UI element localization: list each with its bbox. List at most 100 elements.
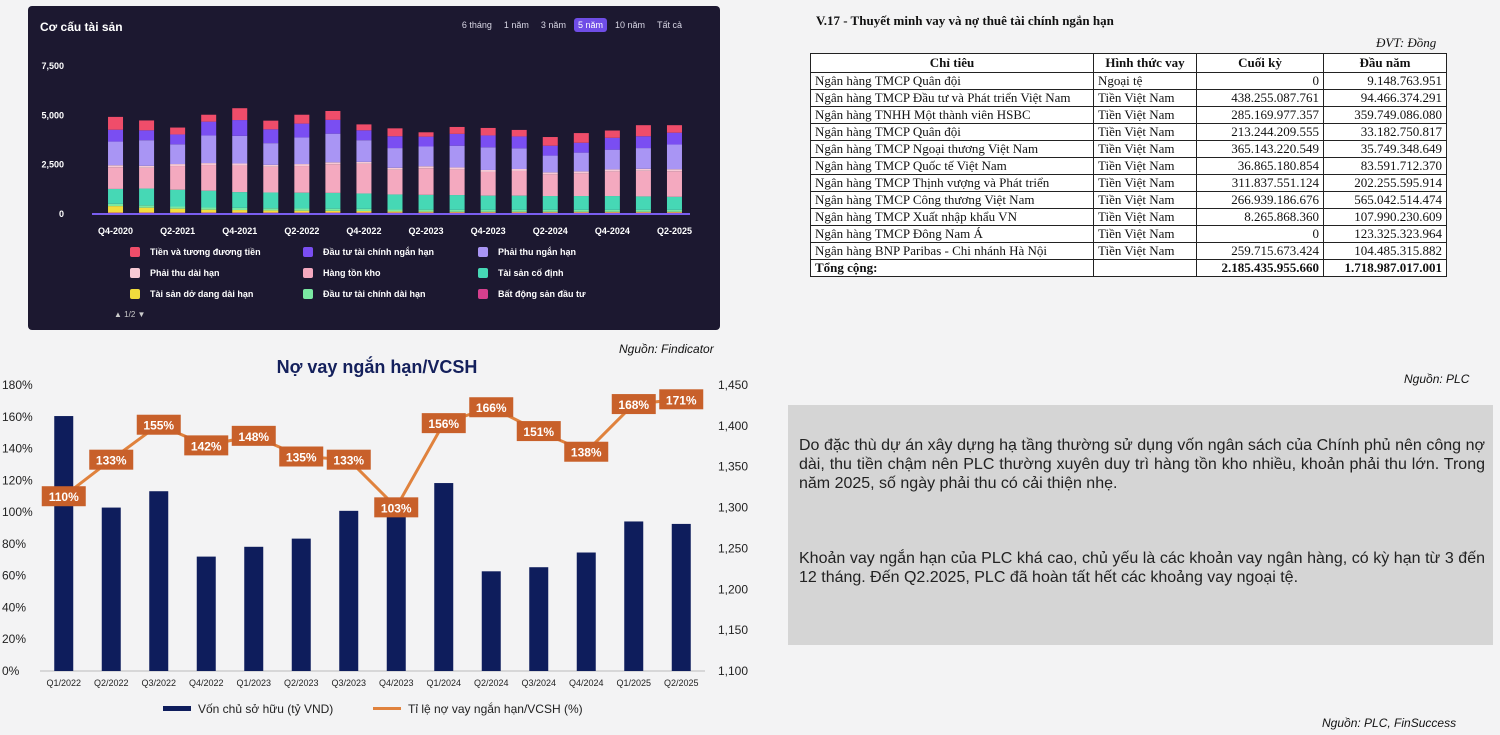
loan-table-unit: ĐVT: Đồng [1376,35,1437,50]
legend-pager[interactable]: ▲ 1/2 ▼ [114,310,146,319]
period-tab[interactable]: 5 năm [573,18,607,32]
y-tick-label: 5,000 [41,110,64,120]
asset-bar-segment [170,212,186,214]
asset-bar-segment [666,171,682,197]
table-row: Ngân hàng TMCP Quân đội Tiền Việt Nam 213.… [810,123,1447,141]
x-tick-label: Q4-2021 [222,226,257,236]
equity-bar [481,571,501,671]
asset-bar-segment [139,212,155,214]
table-cell: Tiền Việt Nam [1093,242,1197,260]
asset-bar-segment [356,193,372,209]
x-tick-label: Q2/2022 [94,678,129,688]
asset-bar-segment [666,212,682,214]
asset-bar-segment [387,209,403,212]
legend-label: Hàng tồn kho [323,268,381,278]
legend-item[interactable]: Hàng tồn kho [303,268,381,278]
asset-bar-segment [201,207,217,210]
asset-bar-segment [108,188,124,204]
asset-bar-segment [263,166,279,193]
asset-bar-segment [666,144,682,170]
period-tab[interactable]: 1 năm [503,20,529,30]
period-tab[interactable]: 10 năm [614,20,645,30]
asset-bar-segment [480,127,496,136]
asset-chart-title: Cơ cấu tài sản [40,20,123,34]
y-left-tick: 180% [2,378,33,392]
legend-item[interactable]: Tài sản dở dang dài hạn [130,289,253,299]
asset-bar-segment [139,188,155,206]
period-tab[interactable]: 3 năm [540,20,566,30]
period-tabs: 6 tháng 1 năm 3 năm 5 năm 10 năm Tất cả [458,18,686,32]
legend-item[interactable]: Phải thu dài hạn [130,268,220,278]
table-cell: 107.990.230.609 [1323,208,1447,226]
asset-bar-segment [356,211,372,213]
ratio-data-label: 168% [611,394,656,415]
commentary-paragraph-1: Do đặc thù dự án xây dựng hạ tầng thường… [799,437,1485,492]
ratio-data-label: 156% [421,413,466,434]
table-row: Ngân hàng TMCP Đông Nam Á Tiền Việt Nam 0 1… [810,225,1447,243]
asset-bar-segment [108,165,124,168]
asset-bar-segment [325,192,341,209]
asset-bar-segment [604,130,620,138]
ratio-data-label: 151% [516,421,561,442]
header-cell: Hình thức vay [1093,53,1197,73]
asset-bar-segment [170,144,186,165]
table-cell: Ngoại tệ [1093,72,1197,90]
asset-bar-segment [201,135,217,164]
x-tick-label: Q1/2023 [236,678,271,688]
table-cell: 213.244.209.555 [1196,123,1324,141]
asset-bar-segment [325,110,341,120]
y-left-tick: 20% [2,632,26,646]
legend-swatch [478,268,488,278]
equity-bar [244,546,264,671]
table-cell: Tiền Việt Nam [1093,191,1197,209]
asset-bar-segment [263,212,279,214]
asset-bar-segment [511,148,527,169]
asset-bar-segment [480,169,496,172]
legend-item[interactable]: Đầu tư tài chính ngắn hạn [303,247,434,257]
table-cell: Tiền Việt Nam [1093,157,1197,175]
legend-label: Tiền và tương đương tiền [150,247,261,257]
legend-item[interactable]: Tiền và tương đương tiền [130,247,261,257]
asset-bar-segment [542,209,558,212]
asset-bar-segment [418,212,434,214]
legend-item[interactable]: Bất động sản đầu tư [478,289,586,299]
legend-item[interactable]: Đầu tư tài chính dài hạn [303,289,426,299]
legend-item[interactable]: Phải thu ngắn hạn [478,247,576,257]
asset-bar-segment [573,209,589,212]
x-tick-label: Q4-2023 [471,226,506,236]
table-cell: 311.837.551.124 [1196,174,1324,192]
y-right-tick: 1,150 [718,623,748,637]
asset-bar-segment [604,137,620,150]
asset-bar-segment [356,124,372,131]
asset-bar-segment [170,164,186,167]
asset-bar-segment [325,162,341,165]
commentary-paragraph-2: Khoản vay ngắn hạn của PLC khá cao, chủ … [799,550,1485,586]
ratio-label-text: 110% [49,490,79,504]
x-tick-label: Q4/2024 [569,678,604,688]
asset-bar-segment [232,212,248,214]
asset-bar-segment [449,195,465,210]
asset-bar-segment [449,167,465,170]
period-tab[interactable]: 6 tháng [461,20,492,30]
asset-bar-segment [263,210,279,213]
x-tick-label: Q2/2025 [664,678,699,688]
asset-bar-segment [139,130,155,141]
legend-item[interactable]: Tài sản cố định [478,268,564,278]
asset-bar-segment [573,212,589,214]
table-cell: 2.185.435.955.660 [1196,259,1324,277]
asset-bar-segment [480,135,496,148]
asset-bar-segment [139,207,155,213]
equity-bar [149,491,169,671]
period-tab[interactable]: Tất cả [656,20,682,30]
asset-bar-segment [418,209,434,212]
asset-bar-segment [139,205,155,208]
x-tick-label: Q1/2022 [46,678,81,688]
asset-bar-segment [542,155,558,173]
ratio-data-label: 133% [89,449,134,470]
asset-bar-segment [201,190,217,208]
asset-bar-segment [511,212,527,214]
table-row: Ngân hàng TMCP Quốc tế Việt Nam Tiền Việt… [810,157,1447,175]
asset-bar-segment [139,167,155,189]
legend-label: Phải thu ngắn hạn [498,247,576,257]
table-cell: 365.143.220.549 [1196,140,1324,158]
